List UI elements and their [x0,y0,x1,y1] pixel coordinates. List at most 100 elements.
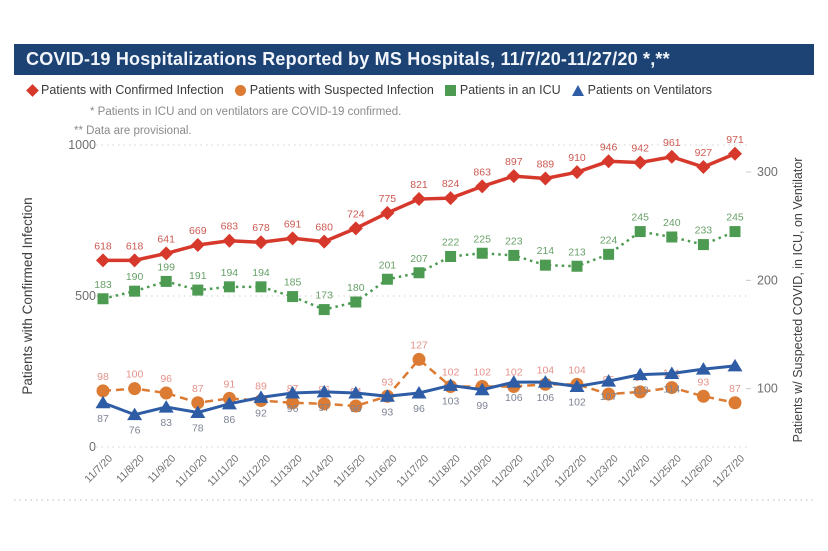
diamond-marker [254,235,268,250]
triangle-marker [190,405,206,418]
square-marker [350,296,362,308]
point-label: 93 [382,376,394,388]
point-label: 199 [157,261,175,273]
circle-marker [96,384,110,398]
diamond-marker [506,169,521,184]
diamond-marker [696,160,711,175]
diamond-marker [633,155,648,170]
circle-marker [602,387,616,401]
x-axis-tick: 11/24/20 [615,453,652,490]
left-axis-title: Patients with Confirmed Infection [20,197,35,394]
triangle-marker [601,374,617,387]
point-label: 724 [347,208,365,220]
x-axis-tick: 11/23/20 [584,453,621,490]
point-label: 223 [505,235,523,247]
square-marker [381,273,393,285]
triangle-marker [632,367,648,381]
point-label: 678 [252,222,270,234]
point-label: 99 [476,400,488,412]
x-axis-tick: 11/15/20 [331,453,368,490]
circle-marker [728,396,742,410]
square-icon [444,84,456,96]
point-label: 889 [537,159,555,171]
point-label: 92 [255,407,267,419]
x-axis-tick: 11/26/20 [679,453,716,490]
triangle-marker [569,379,585,392]
circle-marker [412,352,426,366]
point-label: 222 [442,237,460,249]
point-label: 180 [347,282,365,294]
x-axis-tick: 11/10/20 [173,453,210,490]
square-marker [255,281,267,293]
point-label: 824 [442,178,460,190]
point-label: 87 [729,383,741,395]
diamond-marker [475,179,490,194]
x-axis-tick: 11/13/20 [268,453,305,490]
x-axis-tick: 11/12/20 [236,453,273,490]
left-axis-tick: 1000 [68,138,96,152]
square-marker [223,281,235,293]
point-label: 775 [379,193,397,205]
triangle-marker [411,386,427,399]
square-marker [729,226,741,238]
point-label: 89 [255,381,267,393]
point-label: 213 [568,246,586,258]
note-data-provisional: ** Data are provisional. [74,125,192,137]
point-label: 194 [221,267,239,279]
diamond-marker [317,234,332,249]
point-label: 96 [160,373,172,385]
point-label: 100 [126,369,144,381]
circle-marker [191,396,205,410]
legend-label: Patients with Confirmed Infection [41,83,224,97]
point-label: 106 [537,392,555,404]
triangle-marker [316,384,332,398]
circle-marker [159,386,173,400]
x-axis-tick: 11/19/20 [457,453,494,490]
triangle-marker [285,386,301,399]
square-marker [666,231,678,243]
circle-marker [349,399,363,413]
point-label: 76 [129,425,141,437]
triangle-marker [221,396,237,410]
diamond-marker [190,237,205,252]
point-label: 87 [97,413,109,425]
square-marker [160,275,172,287]
diamond-marker [728,146,742,161]
diamond-marker [601,154,616,169]
point-label: 821 [410,179,428,191]
point-label: 225 [473,233,491,245]
point-label: 183 [94,279,112,291]
circle-marker [633,385,647,399]
circle-icon [234,84,246,96]
right-axis-title: Patients w/ Suspected COVID, in ICU, on … [791,158,805,443]
point-label: 245 [726,212,744,224]
diamond-marker [664,149,679,164]
point-label: 224 [600,234,618,246]
right-axis-tick: 100 [757,382,778,396]
point-label: 102 [442,367,460,379]
point-label: 927 [695,147,713,159]
point-label: 114 [663,384,680,396]
diamond-marker [443,191,458,206]
square-marker [318,304,330,316]
square-marker [413,267,425,279]
point-label: 102 [473,367,491,379]
point-label: 245 [631,212,649,224]
diamond-marker [570,165,584,180]
x-axis-tick: 11/18/20 [426,453,463,490]
point-label: 214 [537,245,555,257]
point-label: 669 [189,225,207,237]
legend-item-2: Patients in an ICU [444,83,561,97]
point-label: 102 [568,397,586,409]
triangle-marker [695,362,711,375]
right-axis-tick: 300 [757,165,778,179]
point-label: 91 [224,378,236,390]
legend: Patients with Confirmed Infection Patient… [26,83,712,97]
triangle-marker [474,382,490,396]
diamond-marker [380,205,395,220]
circle-marker [317,397,331,411]
point-label: 173 [315,290,333,302]
series-line [102,357,736,408]
